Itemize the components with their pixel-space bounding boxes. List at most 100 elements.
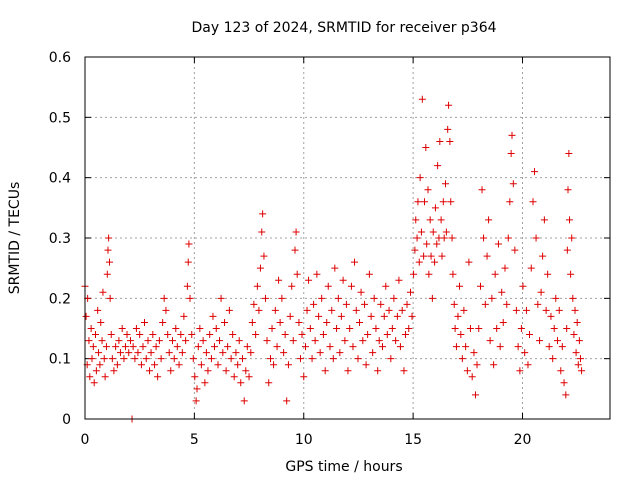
data-point [298,331,306,339]
data-point [292,228,300,236]
data-point [494,240,502,248]
data-point [102,343,110,351]
data-point [465,258,473,266]
data-point [377,300,385,308]
data-point [509,180,517,188]
data-point [364,331,372,339]
data-point [202,349,210,357]
data-point [483,252,491,260]
data-point [196,325,204,332]
data-point [512,306,520,314]
data-point [519,282,527,290]
data-point [178,349,186,357]
data-point [222,367,230,375]
data-point [90,379,98,387]
y-tick-label: 0.3 [49,231,71,247]
data-point [243,343,251,351]
data-point [127,337,134,345]
data-point [105,234,113,242]
data-point [411,246,419,254]
data-point [493,325,501,332]
data-point [288,282,296,290]
x-tick-label: 5 [190,432,199,448]
data-point [268,325,276,332]
data-point [564,186,572,194]
data-point [329,355,337,363]
x-axis-label: GPS time / hours [285,459,402,475]
data-point [347,282,355,290]
data-point [206,331,214,339]
data-point [136,331,144,339]
data-point [450,300,458,308]
data-point [324,282,332,290]
data-point [289,337,297,345]
data-point [415,258,423,266]
data-point [457,331,465,339]
data-point [537,288,545,296]
data-point [449,270,457,278]
data-point [504,234,512,242]
data-point [89,343,97,351]
data-point [439,198,447,206]
data-point [326,343,334,351]
data-point [436,137,444,145]
data-point [412,216,420,224]
data-point [532,234,540,242]
data-point [260,252,268,260]
data-point [154,373,162,381]
data-point [189,355,197,363]
data-point [349,343,357,351]
data-point [496,343,504,351]
data-point [545,343,553,351]
data-point [531,168,539,176]
data-point [106,294,114,302]
data-point [555,306,563,314]
data-point [333,325,341,332]
data-point [95,349,103,357]
data-point [281,331,289,339]
data-point [186,294,194,302]
y-tick-label: 0.5 [49,110,71,126]
data-point [284,361,292,369]
data-point [488,294,496,302]
data-point [477,282,484,290]
data-point [434,162,442,170]
data-point [212,325,220,332]
data-point [204,367,212,375]
data-point [372,325,380,332]
data-point [234,361,242,369]
data-point [152,343,160,351]
data-point [503,300,511,308]
data-point [370,294,378,302]
data-point [141,318,148,326]
data-point [123,331,131,339]
data-point [113,361,121,369]
chart-title: Day 123 of 2024, SRMTID for receiver p36… [191,20,496,36]
data-point [306,325,314,332]
data-point [217,294,225,302]
data-point [429,228,437,236]
data-point [121,343,129,351]
data-point [534,300,542,308]
data-point [438,252,446,260]
data-point [540,216,548,224]
x-tick-label: 15 [404,432,422,448]
data-point [392,337,400,345]
data-point [125,349,133,357]
data-point [491,270,499,278]
data-point [267,355,274,363]
data-point [539,252,547,260]
data-point [486,337,494,345]
data-point [573,318,581,326]
data-point [431,258,439,266]
data-point [375,337,383,345]
data-point [511,246,519,254]
data-point [229,331,237,339]
data-point [110,367,118,375]
data-point [313,270,321,278]
data-point [565,150,573,158]
data-point [115,337,123,345]
data-point [570,331,578,339]
data-point [356,318,364,326]
